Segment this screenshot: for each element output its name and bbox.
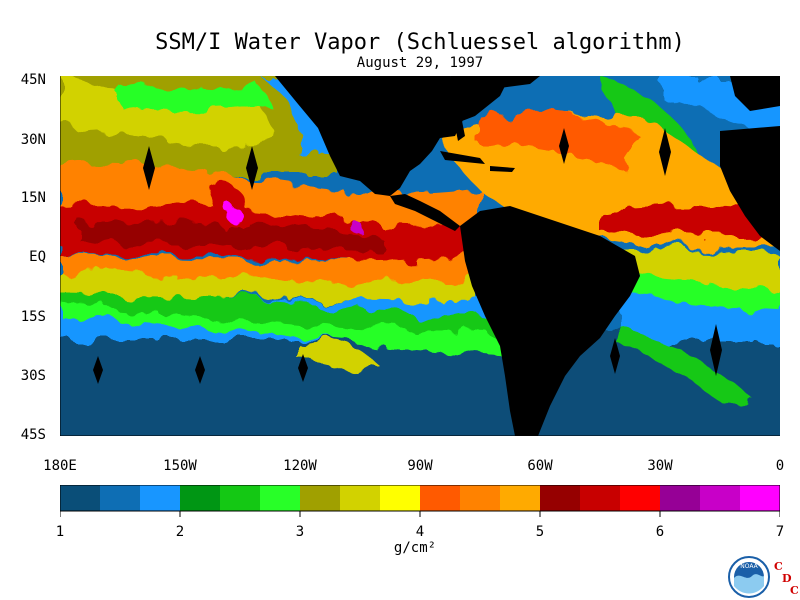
marker-diamond — [710, 324, 722, 376]
colorbar-swatch — [260, 485, 301, 511]
colorbar-tick-label: 2 — [175, 524, 185, 540]
lon-label-120w: 120W — [283, 458, 317, 474]
water-vapor-field — [60, 76, 780, 436]
colorbar-swatch — [500, 485, 541, 511]
colorbar-tick-label: 7 — [775, 524, 785, 540]
marker-diamond — [659, 128, 671, 176]
lat-label-15s: 15S — [20, 309, 46, 325]
lat-label-45n: 45N — [20, 72, 46, 88]
colorbar-tick-label: 1 — [55, 524, 65, 540]
lat-label-30n: 30N — [20, 132, 46, 148]
lon-label-0: 0 — [775, 458, 785, 474]
colorbar-tick-label: 5 — [535, 524, 545, 540]
lat-label-45s: 45S — [20, 427, 46, 443]
map-title: SSM/I Water Vapor (Schluessel algorithm) — [155, 30, 685, 55]
svg-text:NOAA: NOAA — [740, 563, 758, 570]
colorbar-swatch — [660, 485, 701, 511]
colorbar-swatch — [420, 485, 461, 511]
colorbar-swatch — [60, 485, 101, 511]
lat-label-eq: EQ — [29, 249, 46, 265]
marker-diamond — [246, 146, 258, 190]
colorbar-swatch — [580, 485, 621, 511]
colorbar — [60, 485, 780, 517]
colorbar-swatch — [740, 485, 780, 511]
marker-diamond — [610, 338, 620, 374]
cdc-letter: C — [774, 560, 783, 573]
colorbar-swatch — [300, 485, 341, 511]
colorbar-swatch — [340, 485, 381, 511]
map-date: August 29, 1997 — [356, 55, 484, 71]
colorbar-tick-label: 6 — [655, 524, 665, 540]
colorbar-units: g/cm² — [393, 540, 437, 556]
colorbar-swatch — [540, 485, 581, 511]
marker-diamond — [195, 356, 205, 384]
marker-diamond — [559, 128, 569, 164]
noaa-cdc-logo: NOAA C D C — [728, 556, 798, 598]
colorbar-swatch — [100, 485, 141, 511]
colorbar-swatch — [700, 485, 741, 511]
water-vapor-map — [60, 76, 780, 436]
colorbar-tick-label: 3 — [295, 524, 305, 540]
marker-diamond — [93, 356, 103, 384]
colorbar-swatch — [620, 485, 661, 511]
lon-label-150w: 150W — [163, 458, 197, 474]
colorbar-tick-label: 4 — [415, 524, 425, 540]
lon-label-90w: 90W — [407, 458, 433, 474]
colorbar-swatch — [180, 485, 221, 511]
cdc-letter: C — [790, 584, 798, 597]
colorbar-swatch — [460, 485, 501, 511]
marker-diamond — [143, 146, 155, 190]
diamond-markers — [93, 128, 722, 384]
marker-diamond — [298, 354, 308, 382]
colorbar-swatch — [140, 485, 181, 511]
lon-label-180e: 180E — [43, 458, 77, 474]
lon-label-60w: 60W — [527, 458, 553, 474]
land-masses — [275, 76, 780, 436]
colorbar-swatch — [380, 485, 421, 511]
cdc-letter: D — [782, 572, 792, 585]
lon-label-30w: 30W — [647, 458, 673, 474]
lat-label-15n: 15N — [20, 190, 46, 206]
lat-label-30s: 30S — [20, 368, 46, 384]
colorbar-swatch — [220, 485, 261, 511]
